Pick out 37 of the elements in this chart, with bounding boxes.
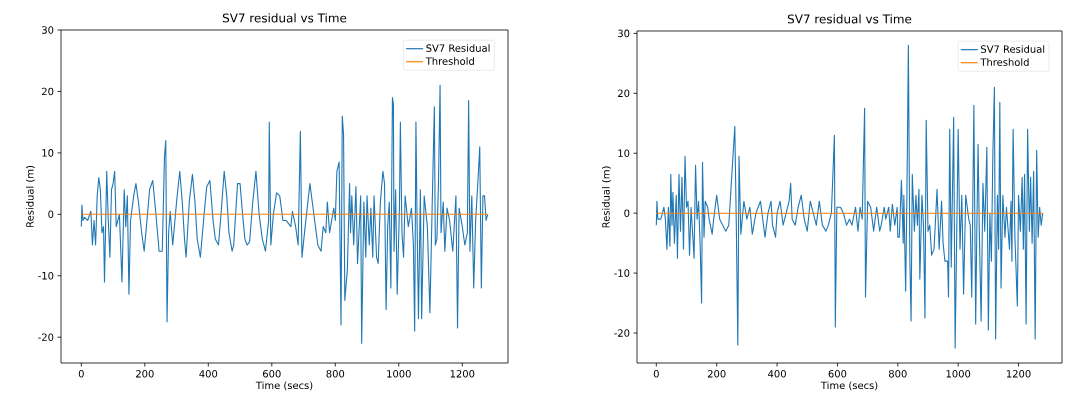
y-tick-label: 30 — [618, 29, 630, 38]
x-tick-label: 200 — [707, 370, 726, 378]
x-tick-label: 1200 — [1006, 370, 1031, 378]
y-tick-label: 0 — [624, 209, 630, 217]
y-tick-label: -20 — [38, 333, 54, 341]
x-axis-title: Time (secs) — [255, 381, 313, 391]
y-tick-label: -10 — [38, 271, 54, 280]
chart-title: SV7 residual vs Time — [222, 13, 347, 23]
line-series — [655, 44, 1044, 349]
y-tick-label: 30 — [42, 26, 54, 34]
x-tick-label: 1000 — [946, 370, 971, 378]
chart-title: SV7 residual vs Time — [787, 14, 912, 24]
x-tick-label: 1000 — [387, 370, 411, 378]
x-tick-label: 400 — [768, 370, 786, 378]
y-axis-title: Residual (m) — [601, 166, 611, 228]
x-tick-label: 600 — [263, 370, 281, 378]
x-tick-label: 0 — [653, 370, 659, 378]
y-tick-label: -20 — [614, 329, 630, 337]
x-tick-label: 800 — [326, 370, 345, 378]
y-tick-label: 10 — [42, 149, 54, 157]
x-tick-label: 1200 — [450, 370, 475, 378]
x-tick-label: 800 — [888, 370, 907, 378]
legend-label: SV7 Residual — [426, 44, 490, 52]
legend-label: Threshold — [425, 57, 474, 65]
y-tick-label: 20 — [618, 89, 630, 98]
x-tick-label: 0 — [78, 370, 84, 378]
x-tick-label: 600 — [828, 370, 847, 378]
legend-label: SV7 Residual — [981, 45, 1045, 53]
y-tick-label: 10 — [618, 149, 630, 158]
x-axis-title: Time (secs) — [820, 381, 878, 391]
legend-label: Threshold — [980, 58, 1029, 66]
y-tick-label: -10 — [614, 269, 630, 277]
y-tick-label: 0 — [48, 210, 54, 219]
y-tick-label: 20 — [42, 87, 54, 96]
y-axis-title: Residual (m) — [25, 166, 35, 227]
x-tick-label: 200 — [136, 370, 154, 378]
x-tick-label: 400 — [199, 370, 218, 378]
